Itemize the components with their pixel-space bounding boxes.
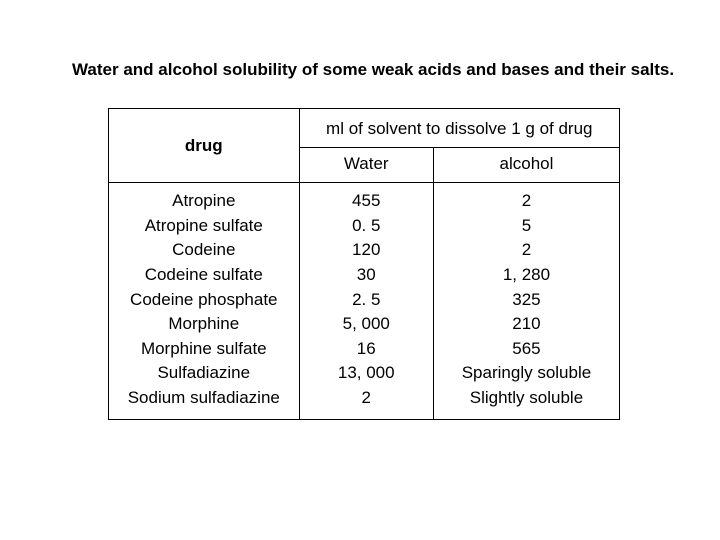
cell-drug: Morphine xyxy=(115,312,293,337)
cell-drug: Codeine xyxy=(115,238,293,263)
col-header-drug: drug xyxy=(109,109,300,183)
cell-water: 2. 5 xyxy=(306,288,427,313)
cell-water: 0. 5 xyxy=(306,214,427,239)
cell-alcohol: 2 xyxy=(440,189,613,214)
cell-alcohol: 565 xyxy=(440,337,613,362)
cell-drug: Sulfadiazine xyxy=(115,361,293,386)
cell-drug: Atropine sulfate xyxy=(115,214,293,239)
col-header-alcohol: alcohol xyxy=(433,148,619,183)
cell-water: 2 xyxy=(306,386,427,411)
cell-drug: Codeine sulfate xyxy=(115,263,293,288)
cell-water: 455 xyxy=(306,189,427,214)
water-column: 455 0. 5 120 30 2. 5 5, 000 16 13, 000 2 xyxy=(299,183,433,420)
cell-water: 13, 000 xyxy=(306,361,427,386)
cell-water: 16 xyxy=(306,337,427,362)
cell-drug: Codeine phosphate xyxy=(115,288,293,313)
col-header-water: Water xyxy=(299,148,433,183)
solubility-table: drug ml of solvent to dissolve 1 g of dr… xyxy=(108,108,620,420)
cell-water: 120 xyxy=(306,238,427,263)
cell-alcohol: 5 xyxy=(440,214,613,239)
cell-drug: Morphine sulfate xyxy=(115,337,293,362)
cell-alcohol: 2 xyxy=(440,238,613,263)
cell-alcohol: Slightly soluble xyxy=(440,386,613,411)
cell-drug: Sodium sulfadiazine xyxy=(115,386,293,411)
table-title: Water and alcohol solubility of some wea… xyxy=(72,60,664,80)
cell-alcohol: Sparingly soluble xyxy=(440,361,613,386)
cell-alcohol: 210 xyxy=(440,312,613,337)
cell-drug: Atropine xyxy=(115,189,293,214)
alcohol-column: 2 5 2 1, 280 325 210 565 Sparingly solub… xyxy=(433,183,619,420)
cell-water: 5, 000 xyxy=(306,312,427,337)
cell-alcohol: 325 xyxy=(440,288,613,313)
col-header-span: ml of solvent to dissolve 1 g of drug xyxy=(299,109,619,148)
drug-column: Atropine Atropine sulfate Codeine Codein… xyxy=(109,183,300,420)
cell-water: 30 xyxy=(306,263,427,288)
cell-alcohol: 1, 280 xyxy=(440,263,613,288)
